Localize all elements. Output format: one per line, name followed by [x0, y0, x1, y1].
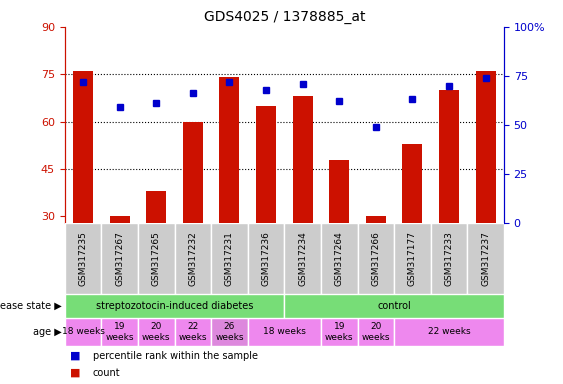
Bar — [65, 223, 101, 294]
Text: GSM317265: GSM317265 — [152, 231, 160, 286]
Text: age ▶: age ▶ — [33, 327, 62, 337]
Text: 18 weeks: 18 weeks — [61, 328, 105, 336]
Text: GSM317177: GSM317177 — [408, 231, 417, 286]
Text: ■: ■ — [70, 351, 81, 361]
Bar — [101, 223, 138, 294]
Bar — [220, 78, 239, 223]
Bar — [293, 96, 312, 223]
Text: percentile rank within the sample: percentile rank within the sample — [93, 351, 258, 361]
Bar — [248, 318, 321, 346]
Text: 22
weeks: 22 weeks — [178, 322, 207, 342]
Bar — [211, 318, 248, 346]
Bar — [73, 71, 93, 223]
Bar — [284, 223, 321, 294]
Bar — [101, 318, 138, 346]
Text: ■: ■ — [70, 368, 81, 378]
Text: 26
weeks: 26 weeks — [215, 322, 244, 342]
Text: GSM317234: GSM317234 — [298, 231, 307, 286]
Bar — [366, 217, 386, 223]
Bar — [358, 318, 394, 346]
Bar — [358, 223, 394, 294]
Bar — [146, 191, 166, 223]
Bar — [467, 223, 504, 294]
Text: count: count — [93, 368, 120, 378]
Bar — [256, 106, 276, 223]
Text: GSM317233: GSM317233 — [445, 231, 453, 286]
Bar — [110, 217, 129, 223]
Bar — [321, 318, 358, 346]
Text: GSM317237: GSM317237 — [481, 231, 490, 286]
Bar — [394, 318, 504, 346]
Bar — [284, 294, 504, 318]
Text: GSM317266: GSM317266 — [372, 231, 380, 286]
Text: GSM317236: GSM317236 — [262, 231, 270, 286]
Bar — [175, 318, 211, 346]
Bar — [211, 223, 248, 294]
Text: 20
weeks: 20 weeks — [142, 322, 171, 342]
Bar — [138, 318, 175, 346]
Bar — [248, 223, 284, 294]
Text: GSM317232: GSM317232 — [189, 231, 197, 286]
Text: GSM317235: GSM317235 — [79, 231, 87, 286]
Bar — [476, 71, 495, 223]
Bar — [431, 223, 467, 294]
Bar — [439, 90, 459, 223]
Text: 20
weeks: 20 weeks — [361, 322, 390, 342]
Bar — [321, 223, 358, 294]
Text: 18 weeks: 18 weeks — [263, 328, 306, 336]
Text: GSM317267: GSM317267 — [115, 231, 124, 286]
Text: GSM317231: GSM317231 — [225, 231, 234, 286]
Bar — [65, 318, 101, 346]
Bar — [183, 122, 203, 223]
Bar — [65, 294, 284, 318]
Text: streptozotocin-induced diabetes: streptozotocin-induced diabetes — [96, 301, 253, 311]
Text: 19
weeks: 19 weeks — [325, 322, 354, 342]
Bar — [175, 223, 211, 294]
Text: 19
weeks: 19 weeks — [105, 322, 134, 342]
Bar — [394, 223, 431, 294]
Text: control: control — [377, 301, 411, 311]
Bar — [138, 223, 175, 294]
Text: GSM317264: GSM317264 — [335, 231, 343, 286]
Text: GDS4025 / 1378885_at: GDS4025 / 1378885_at — [204, 10, 365, 23]
Text: 22 weeks: 22 weeks — [428, 328, 470, 336]
Text: disease state ▶: disease state ▶ — [0, 301, 62, 311]
Bar — [329, 159, 349, 223]
Bar — [403, 144, 422, 223]
